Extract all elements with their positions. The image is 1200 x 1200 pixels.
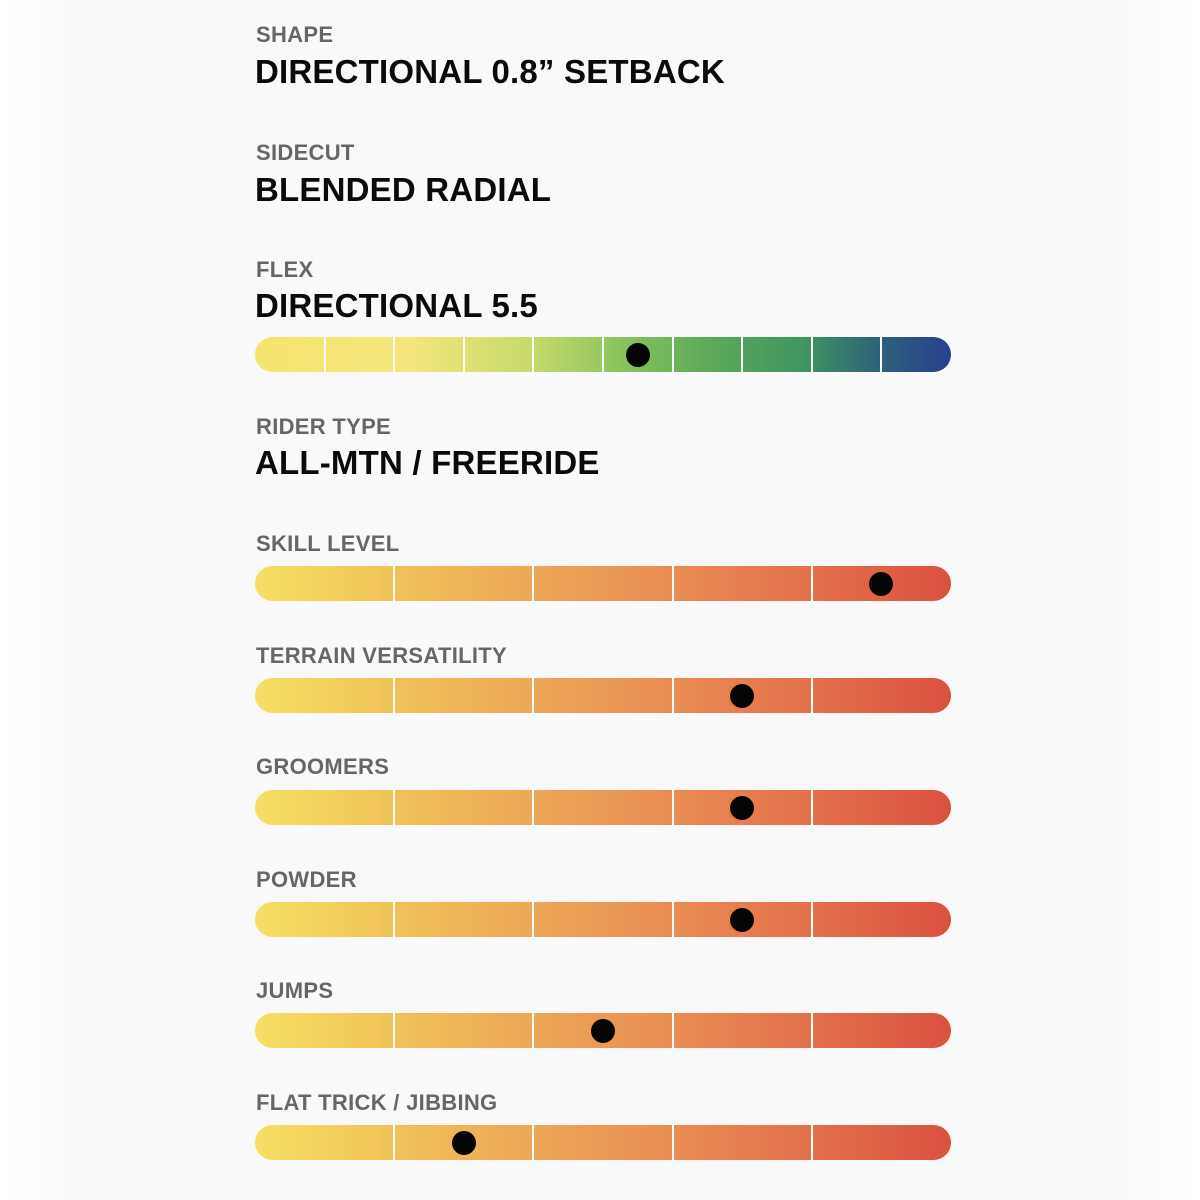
shape-value: DIRECTIONAL 0.8” SETBACK: [255, 53, 725, 90]
skill-level-divider: [393, 566, 396, 601]
skill-level-level-marker: [869, 571, 894, 596]
terrain-versatility-divider: [810, 678, 813, 713]
jumps-divider: [671, 1013, 674, 1048]
groomers-divider: [532, 790, 535, 825]
flex-divider: [880, 337, 883, 372]
groomers-scale-bar: [255, 790, 951, 825]
powder-scale-bar: [255, 902, 951, 937]
shape-label: SHAPE: [256, 22, 334, 47]
jumps-divider: [532, 1013, 535, 1048]
terrain-versatility-label: TERRAIN VERSATILITY: [256, 643, 507, 668]
flex-value: DIRECTIONAL 5.5: [255, 287, 538, 324]
flex-divider: [532, 337, 535, 372]
terrain-versatility-divider: [532, 678, 535, 713]
jumps-label: JUMPS: [256, 978, 334, 1003]
powder-divider: [393, 902, 396, 937]
powder-divider: [810, 902, 813, 937]
groomers-divider: [671, 790, 674, 825]
powder-divider: [671, 902, 674, 937]
groomers-divider: [810, 790, 813, 825]
jumps-scale-bar: [255, 1013, 951, 1048]
flex-divider: [393, 337, 396, 372]
flex-divider: [810, 337, 813, 372]
groomers-label: GROOMERS: [256, 754, 390, 779]
flat-trick-jibbing-scale-bar: [255, 1125, 951, 1160]
skill-level-divider: [532, 566, 535, 601]
skill-level-scale-bar: [255, 566, 951, 601]
terrain-versatility-divider: [393, 678, 396, 713]
flex-level-marker: [625, 342, 650, 367]
powder-label: POWDER: [256, 867, 357, 892]
flat-trick-jibbing-label: FLAT TRICK / JIBBING: [256, 1090, 498, 1115]
jumps-divider: [810, 1013, 813, 1048]
jumps-level-marker: [591, 1018, 615, 1043]
terrain-versatility-scale-bar: [255, 678, 951, 713]
sidecut-label: SIDECUT: [256, 140, 355, 165]
terrain-versatility-divider: [671, 678, 674, 713]
skill-level-divider: [810, 566, 813, 601]
groomers-level-marker: [730, 795, 755, 820]
flex-divider: [462, 337, 465, 372]
flex-divider: [323, 337, 326, 372]
rider-type-value: ALL-MTN / FREERIDE: [255, 444, 600, 481]
flat-trick-jibbing-divider: [532, 1125, 535, 1160]
powder-divider: [532, 902, 535, 937]
jumps-divider: [393, 1013, 396, 1048]
flat-trick-jibbing-divider: [393, 1125, 396, 1160]
flex-label: FLEX: [256, 257, 314, 282]
rider-type-label: RIDER TYPE: [256, 414, 392, 439]
flat-trick-jibbing-divider: [671, 1125, 674, 1160]
sidecut-value: BLENDED RADIAL: [255, 171, 552, 208]
skill-level-divider: [671, 566, 674, 601]
flex-scale-bar: [255, 337, 951, 372]
flex-divider: [602, 337, 604, 372]
flat-trick-jibbing-divider: [810, 1125, 813, 1160]
powder-level-marker: [730, 907, 755, 932]
skill-level-label: SKILL LEVEL: [256, 531, 400, 556]
flat-trick-jibbing-level-marker: [451, 1130, 476, 1155]
flex-divider: [741, 337, 744, 372]
groomers-divider: [393, 790, 396, 825]
flex-divider: [671, 337, 674, 372]
terrain-versatility-level-marker: [730, 683, 755, 708]
